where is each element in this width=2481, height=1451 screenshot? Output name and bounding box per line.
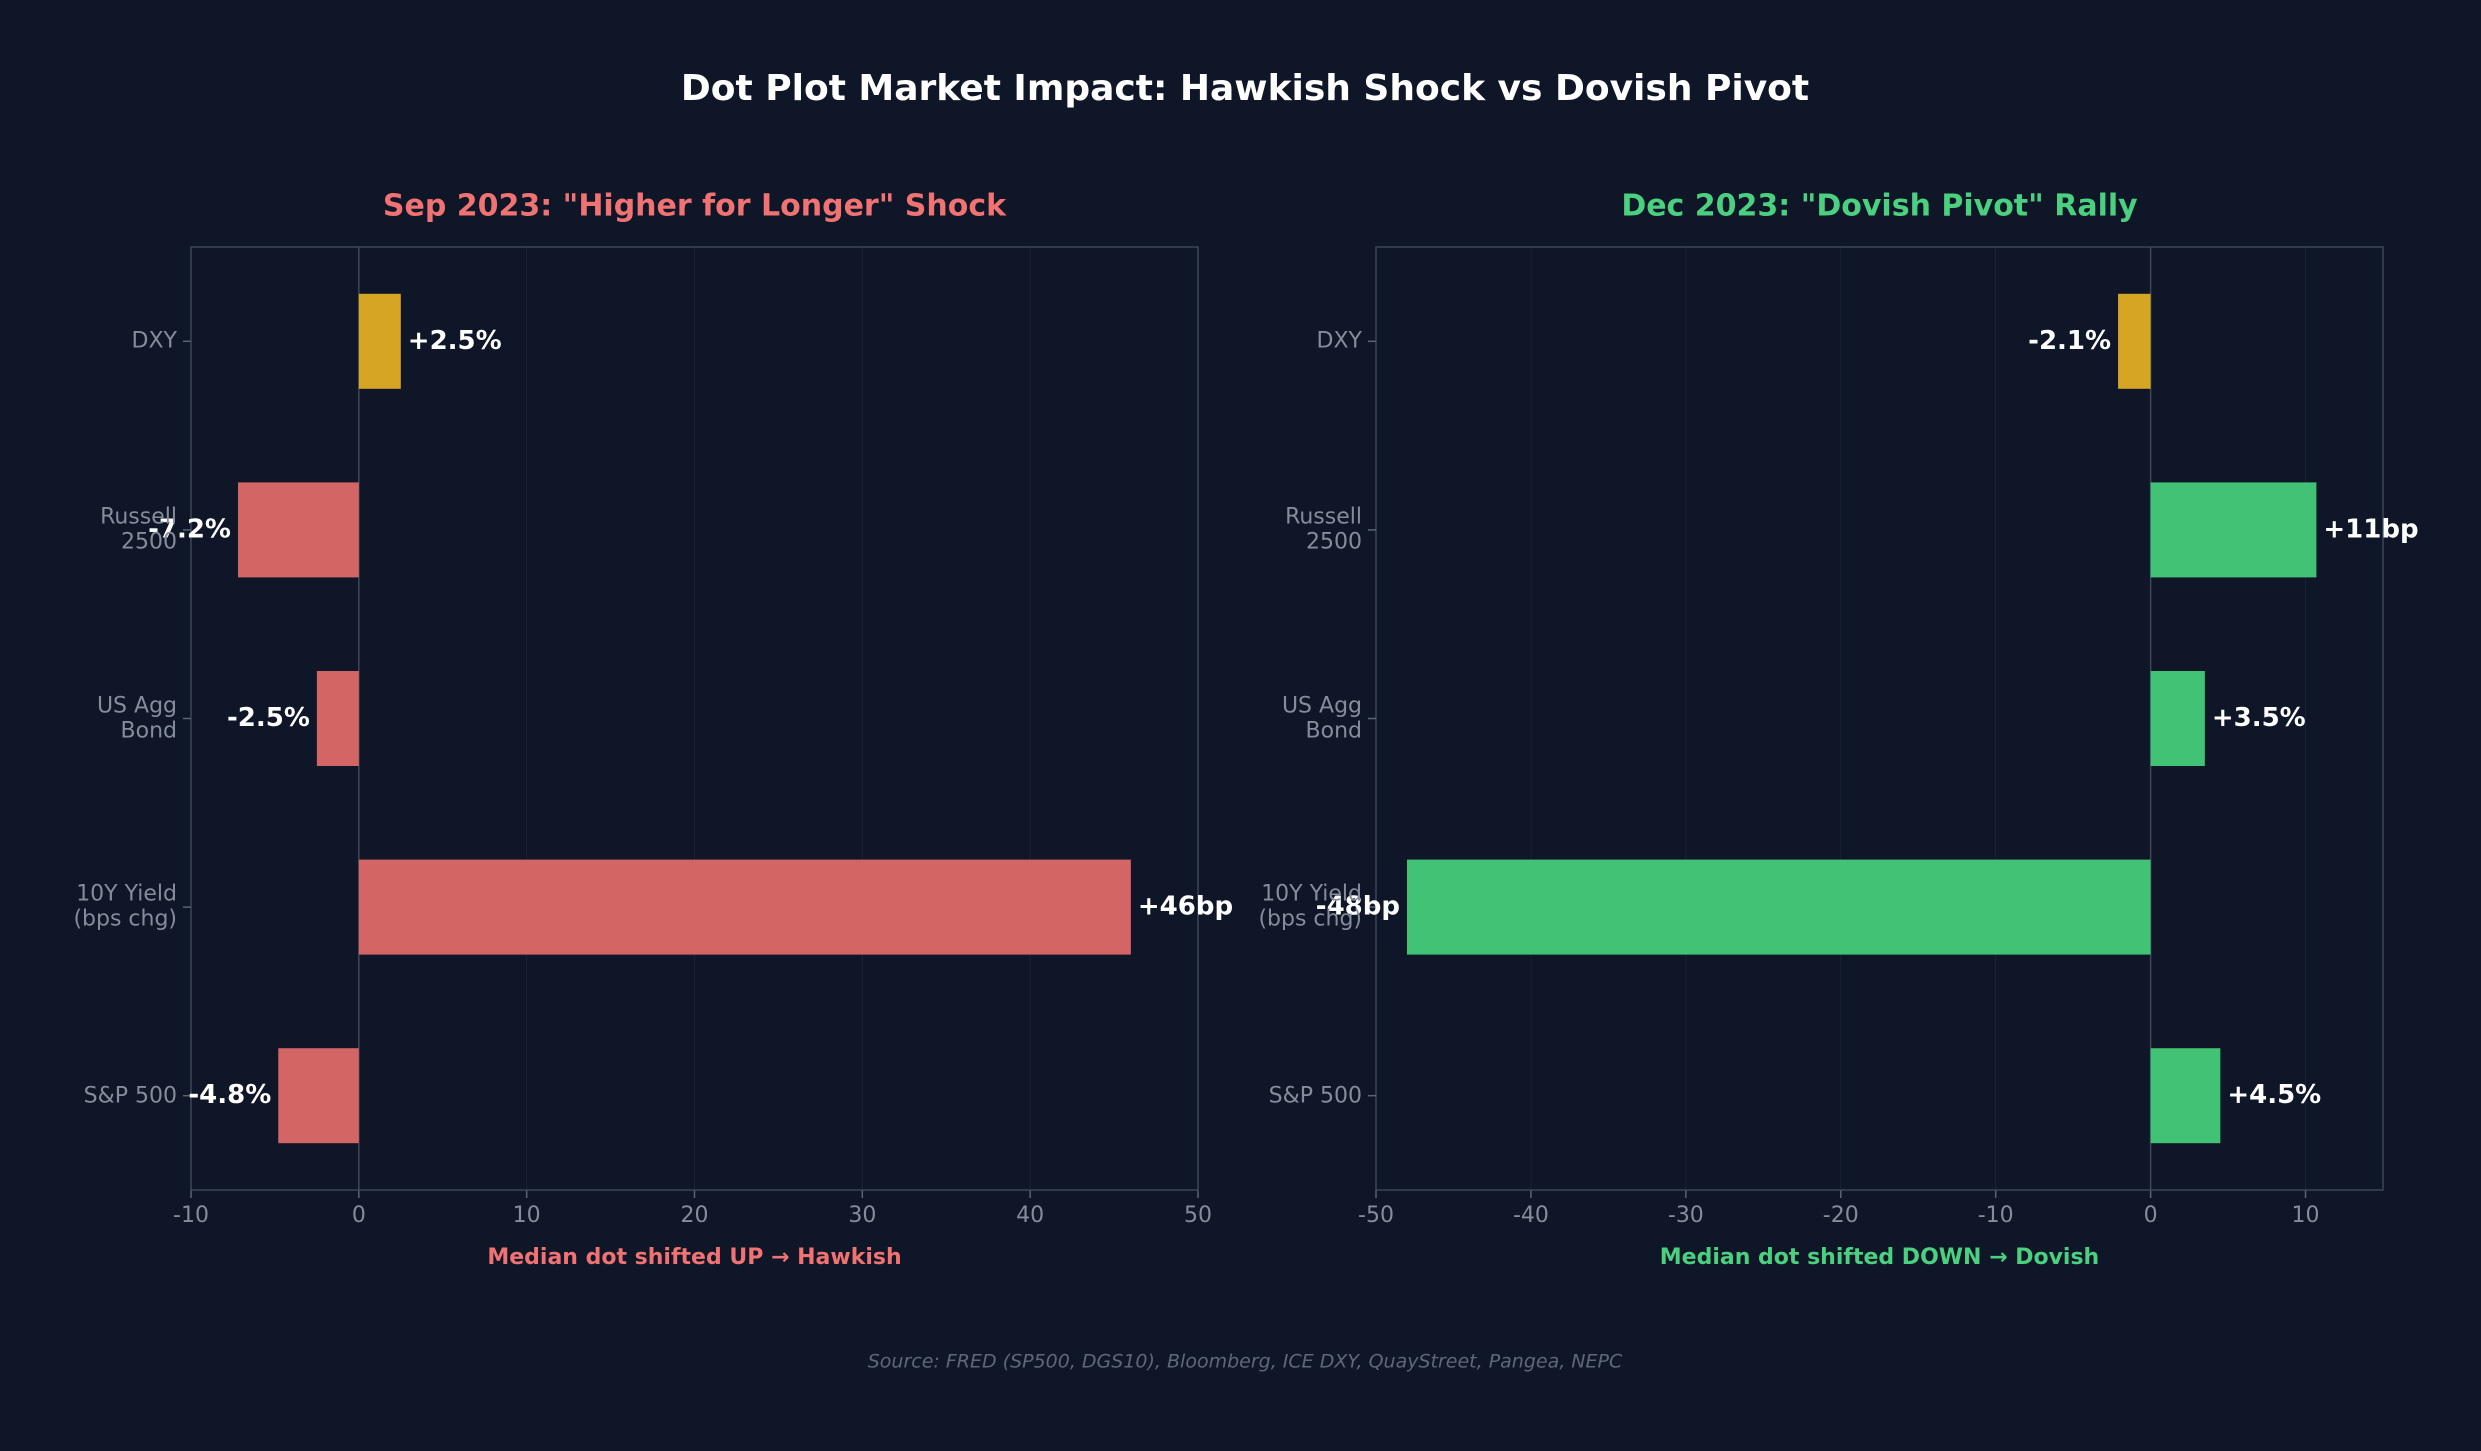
x-axis-label: Median dot shifted DOWN → Dovish — [1660, 1245, 2099, 1270]
value-label: +11bp — [2323, 514, 2418, 544]
value-label: +4.5% — [2227, 1080, 2321, 1110]
panel-title: Dec 2023: "Dovish Pivot" Rally — [1621, 189, 2138, 224]
x-tick-label: 40 — [1016, 1203, 1044, 1228]
value-label: -2.5% — [227, 703, 310, 733]
bar — [2150, 1048, 2221, 1144]
value-label: -7.2% — [148, 514, 231, 544]
x-tick-label: 0 — [352, 1203, 366, 1228]
x-tick-label: 10 — [513, 1203, 541, 1228]
bar — [316, 671, 359, 766]
main-title: Dot Plot Market Impact: Hawkish Shock vs… — [681, 68, 1809, 109]
x-tick-label: 10 — [2292, 1203, 2320, 1228]
value-label: +2.5% — [408, 326, 502, 356]
bar — [358, 859, 1131, 955]
bar — [2150, 671, 2205, 766]
bar — [2118, 293, 2151, 389]
bar — [278, 1048, 359, 1144]
x-tick-label: -10 — [1978, 1203, 2014, 1228]
y-tick-label: 10Y Yield (bps chg) — [1258, 881, 1362, 933]
value-label: -4.8% — [188, 1080, 271, 1110]
x-tick-label: 0 — [2144, 1203, 2158, 1228]
source-note: Source: FRED (SP500, DGS10), Bloomberg, … — [868, 1351, 1623, 1373]
y-tick-label: US Agg Bond — [96, 693, 177, 744]
x-tick-label: 50 — [1184, 1203, 1212, 1228]
x-tick-label: -50 — [1358, 1203, 1394, 1228]
bar — [237, 482, 359, 578]
value-label: +3.5% — [2212, 703, 2306, 733]
bar — [2150, 482, 2317, 578]
x-tick-label: 20 — [681, 1203, 709, 1228]
y-tick-label: Russell 2500 — [1285, 504, 1362, 555]
x-tick-label: -20 — [1823, 1203, 1859, 1228]
y-tick-label: S&P 500 — [1268, 1083, 1362, 1109]
y-tick-label: DXY — [131, 328, 177, 354]
panel-title: Sep 2023: "Higher for Longer" Shock — [383, 189, 1007, 224]
bar — [358, 293, 401, 389]
y-tick-label: Russell 2500 — [100, 504, 177, 555]
x-tick-label: -10 — [173, 1203, 209, 1228]
x-tick-label: -30 — [1668, 1203, 1704, 1228]
y-tick-label: US Agg Bond — [1281, 693, 1362, 744]
x-axis-label: Median dot shifted UP → Hawkish — [487, 1245, 901, 1270]
value-label: -2.1% — [2028, 326, 2111, 356]
y-tick-label: S&P 500 — [83, 1083, 177, 1109]
value-label: -48bp — [1316, 892, 1400, 922]
x-tick-label: 30 — [848, 1203, 876, 1228]
bar — [1406, 859, 2151, 955]
x-tick-label: -40 — [1513, 1203, 1549, 1228]
value-label: +46bp — [1138, 892, 1233, 922]
y-tick-label: DXY — [1316, 328, 1362, 354]
y-tick-label: 10Y Yield (bps chg) — [73, 881, 177, 933]
